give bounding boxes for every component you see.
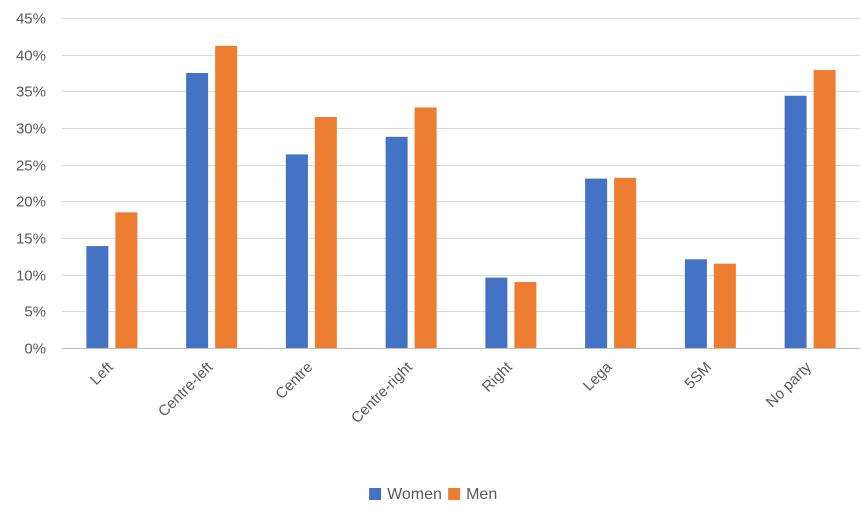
- bar-women-centre-left: [186, 73, 209, 348]
- bar-men-centre-left: [215, 45, 238, 348]
- y-tick-label: 10%: [16, 268, 46, 285]
- bar-men-right: [514, 282, 537, 348]
- y-tick-label: 45%: [16, 11, 46, 28]
- bars: [86, 45, 836, 349]
- y-tick-label: 15%: [16, 231, 46, 248]
- x-tick-label: Left: [87, 358, 117, 388]
- bar-women-left: [86, 246, 109, 348]
- gridlines: [62, 18, 860, 349]
- bar-men-lega: [614, 177, 637, 348]
- x-axis-ticks: Left Centre-left Centre Centre-right Right Le…: [87, 358, 815, 427]
- x-tick-label: No party: [763, 358, 815, 410]
- bar-women-centre-right: [385, 136, 408, 348]
- legend: Women Men: [369, 486, 497, 503]
- bar-women-centre: [285, 154, 308, 348]
- legend-swatch: [369, 488, 382, 500]
- x-tick-label: Centre: [272, 359, 316, 403]
- bar-women-right: [485, 277, 508, 348]
- y-tick-label: 20%: [16, 194, 46, 211]
- bar-women-5sm: [684, 259, 707, 348]
- bar-women-lega: [585, 178, 608, 348]
- bar-men-5sm: [713, 263, 736, 348]
- y-tick-label: 35%: [16, 84, 46, 101]
- y-tick-label: 40%: [16, 48, 46, 65]
- y-tick-label: 0%: [24, 341, 46, 358]
- y-axis-ticks: 0% 5% 10% 15% 20% 25% 30% 35% 40% 45%: [16, 11, 46, 358]
- x-tick-label: Centre-right: [348, 358, 417, 427]
- x-tick-label: Right: [479, 358, 516, 395]
- legend-swatch: [448, 488, 461, 500]
- bar-men-left: [115, 212, 138, 348]
- bar-men-centre-right: [414, 107, 437, 348]
- y-tick-label: 25%: [16, 158, 46, 175]
- y-tick-label: 30%: [16, 121, 46, 138]
- x-tick-label: 5SM: [681, 359, 715, 393]
- y-tick-label: 5%: [24, 304, 46, 321]
- x-tick-label: Lega: [580, 358, 616, 394]
- bar-women-no-party: [784, 95, 807, 348]
- bar-men-no-party: [813, 70, 836, 349]
- bar-men-centre: [314, 117, 337, 348]
- legend-label: Men: [466, 486, 497, 503]
- legend-label: Women: [387, 486, 442, 503]
- x-tick-label: Centre-left: [155, 358, 217, 420]
